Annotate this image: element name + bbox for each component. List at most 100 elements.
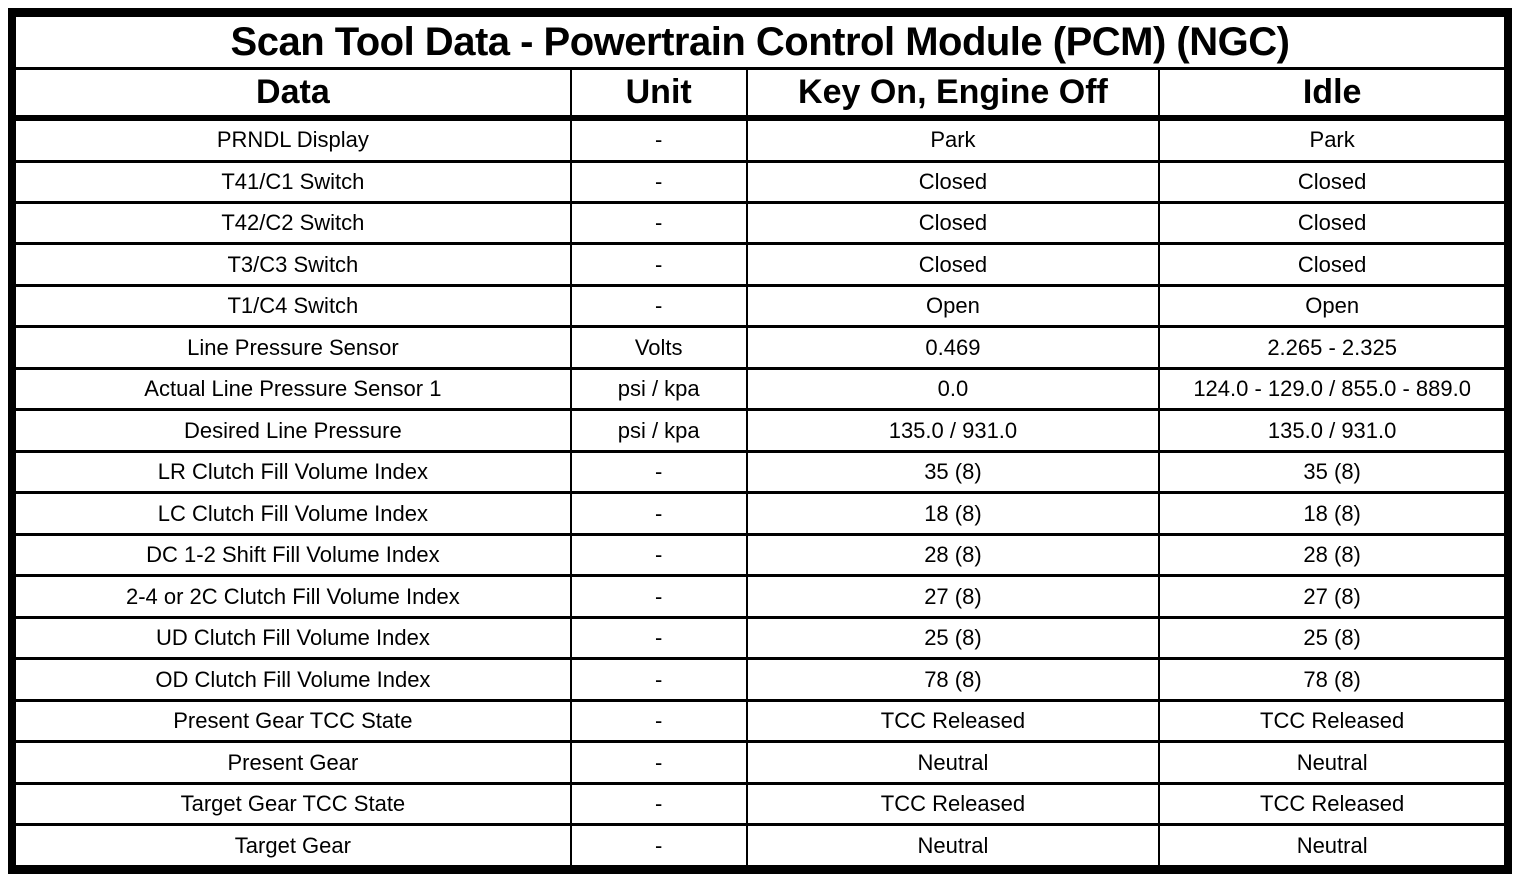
table-header-row: Data Unit Key On, Engine Off Idle — [14, 67, 1506, 121]
cell-unit: - — [569, 116, 748, 163]
cell-data: T1/C4 Switch — [14, 283, 572, 329]
cell-unit: Volts — [569, 325, 748, 370]
cell-unit: - — [569, 615, 748, 661]
cell-data: Actual Line Pressure Sensor 1 — [14, 366, 572, 412]
cell-data: Target Gear TCC State — [14, 781, 572, 827]
cell-data: DC 1-2 Shift Fill Volume Index — [14, 532, 572, 578]
cell-data: Present Gear — [14, 740, 572, 785]
cell-idle: 18 (8) — [1158, 491, 1506, 536]
cell-key-on-engine-off: 28 (8) — [745, 532, 1161, 578]
cell-unit: - — [569, 698, 748, 744]
cell-data: LR Clutch Fill Volume Index — [14, 449, 572, 495]
table-row: Target Gear TCC State - TCC Released TCC… — [14, 781, 1506, 827]
table-row: Actual Line Pressure Sensor 1 psi / kpa … — [14, 366, 1506, 412]
table-body: PRNDL Display - Park Park T41/C1 Switch … — [14, 116, 1506, 868]
cell-data: OD Clutch Fill Volume Index — [14, 657, 572, 702]
table-row: T41/C1 Switch - Closed Closed — [14, 159, 1506, 205]
cell-idle: 35 (8) — [1158, 449, 1506, 495]
cell-unit: psi / kpa — [569, 408, 748, 453]
cell-key-on-engine-off: TCC Released — [745, 698, 1161, 744]
column-header-unit: Unit — [569, 67, 748, 121]
cell-idle: Closed — [1158, 242, 1506, 287]
scan-tool-table-frame: Scan Tool Data - Powertrain Control Modu… — [8, 8, 1512, 874]
table-row: LR Clutch Fill Volume Index - 35 (8) 35 … — [14, 449, 1506, 495]
column-header-data: Data — [14, 67, 572, 121]
cell-idle: Open — [1158, 283, 1506, 329]
cell-data: Line Pressure Sensor — [14, 325, 572, 370]
cell-idle: 124.0 - 129.0 / 855.0 - 889.0 — [1158, 366, 1506, 412]
table-row: 2-4 or 2C Clutch Fill Volume Index - 27 … — [14, 574, 1506, 619]
cell-idle: Closed — [1158, 159, 1506, 205]
cell-idle: 2.265 - 2.325 — [1158, 325, 1506, 370]
cell-data: T42/C2 Switch — [14, 200, 572, 246]
table-row: Target Gear - Neutral Neutral — [14, 823, 1506, 868]
cell-key-on-engine-off: Neutral — [745, 740, 1161, 785]
cell-idle: Park — [1158, 116, 1506, 163]
cell-key-on-engine-off: 18 (8) — [745, 491, 1161, 536]
cell-key-on-engine-off: 0.469 — [745, 325, 1161, 370]
table-row: PRNDL Display - Park Park — [14, 116, 1506, 163]
table-row: OD Clutch Fill Volume Index - 78 (8) 78 … — [14, 657, 1506, 702]
cell-data: Target Gear — [14, 823, 572, 868]
scan-tool-data-table: Scan Tool Data - Powertrain Control Modu… — [14, 14, 1506, 868]
cell-data: UD Clutch Fill Volume Index — [14, 615, 572, 661]
cell-idle: 27 (8) — [1158, 574, 1506, 619]
cell-key-on-engine-off: Closed — [745, 159, 1161, 205]
table-row: UD Clutch Fill Volume Index - 25 (8) 25 … — [14, 615, 1506, 661]
cell-unit: - — [569, 200, 748, 246]
cell-unit: - — [569, 283, 748, 329]
cell-unit: - — [569, 449, 748, 495]
table-row: LC Clutch Fill Volume Index - 18 (8) 18 … — [14, 491, 1506, 536]
cell-unit: - — [569, 159, 748, 205]
cell-idle: 78 (8) — [1158, 657, 1506, 702]
cell-data: 2-4 or 2C Clutch Fill Volume Index — [14, 574, 572, 619]
cell-unit: - — [569, 657, 748, 702]
cell-idle: TCC Released — [1158, 698, 1506, 744]
cell-idle: 25 (8) — [1158, 615, 1506, 661]
cell-idle: 135.0 / 931.0 — [1158, 408, 1506, 453]
cell-key-on-engine-off: Park — [745, 116, 1161, 163]
table-row: Present Gear TCC State - TCC Released TC… — [14, 698, 1506, 744]
cell-key-on-engine-off: 78 (8) — [745, 657, 1161, 702]
table-row: Present Gear - Neutral Neutral — [14, 740, 1506, 785]
cell-idle: TCC Released — [1158, 781, 1506, 827]
cell-idle: Neutral — [1158, 740, 1506, 785]
cell-unit: - — [569, 823, 748, 868]
table-title-row: Scan Tool Data - Powertrain Control Modu… — [14, 14, 1506, 70]
cell-data: LC Clutch Fill Volume Index — [14, 491, 572, 536]
table-row: T3/C3 Switch - Closed Closed — [14, 242, 1506, 287]
cell-data: T3/C3 Switch — [14, 242, 572, 287]
cell-idle: 28 (8) — [1158, 532, 1506, 578]
cell-key-on-engine-off: Open — [745, 283, 1161, 329]
cell-key-on-engine-off: Closed — [745, 200, 1161, 246]
cell-key-on-engine-off: 27 (8) — [745, 574, 1161, 619]
cell-key-on-engine-off: Neutral — [745, 823, 1161, 868]
table-title: Scan Tool Data - Powertrain Control Modu… — [14, 14, 1506, 70]
cell-data: T41/C1 Switch — [14, 159, 572, 205]
table-row: T1/C4 Switch - Open Open — [14, 283, 1506, 329]
cell-data: Present Gear TCC State — [14, 698, 572, 744]
cell-key-on-engine-off: 0.0 — [745, 366, 1161, 412]
cell-unit: - — [569, 574, 748, 619]
cell-data: PRNDL Display — [14, 116, 572, 163]
column-header-idle: Idle — [1158, 67, 1506, 121]
cell-unit: - — [569, 532, 748, 578]
table-row: Line Pressure Sensor Volts 0.469 2.265 -… — [14, 325, 1506, 370]
cell-unit: - — [569, 740, 748, 785]
cell-unit: - — [569, 781, 748, 827]
cell-key-on-engine-off: Closed — [745, 242, 1161, 287]
cell-unit: - — [569, 491, 748, 536]
cell-data: Desired Line Pressure — [14, 408, 572, 453]
table-row: DC 1-2 Shift Fill Volume Index - 28 (8) … — [14, 532, 1506, 578]
table-row: Desired Line Pressure psi / kpa 135.0 / … — [14, 408, 1506, 453]
table-row: T42/C2 Switch - Closed Closed — [14, 200, 1506, 246]
cell-key-on-engine-off: 25 (8) — [745, 615, 1161, 661]
cell-idle: Closed — [1158, 200, 1506, 246]
cell-key-on-engine-off: TCC Released — [745, 781, 1161, 827]
cell-unit: - — [569, 242, 748, 287]
cell-key-on-engine-off: 35 (8) — [745, 449, 1161, 495]
cell-key-on-engine-off: 135.0 / 931.0 — [745, 408, 1161, 453]
cell-idle: Neutral — [1158, 823, 1506, 868]
cell-unit: psi / kpa — [569, 366, 748, 412]
column-header-key-on-engine-off: Key On, Engine Off — [745, 67, 1161, 121]
